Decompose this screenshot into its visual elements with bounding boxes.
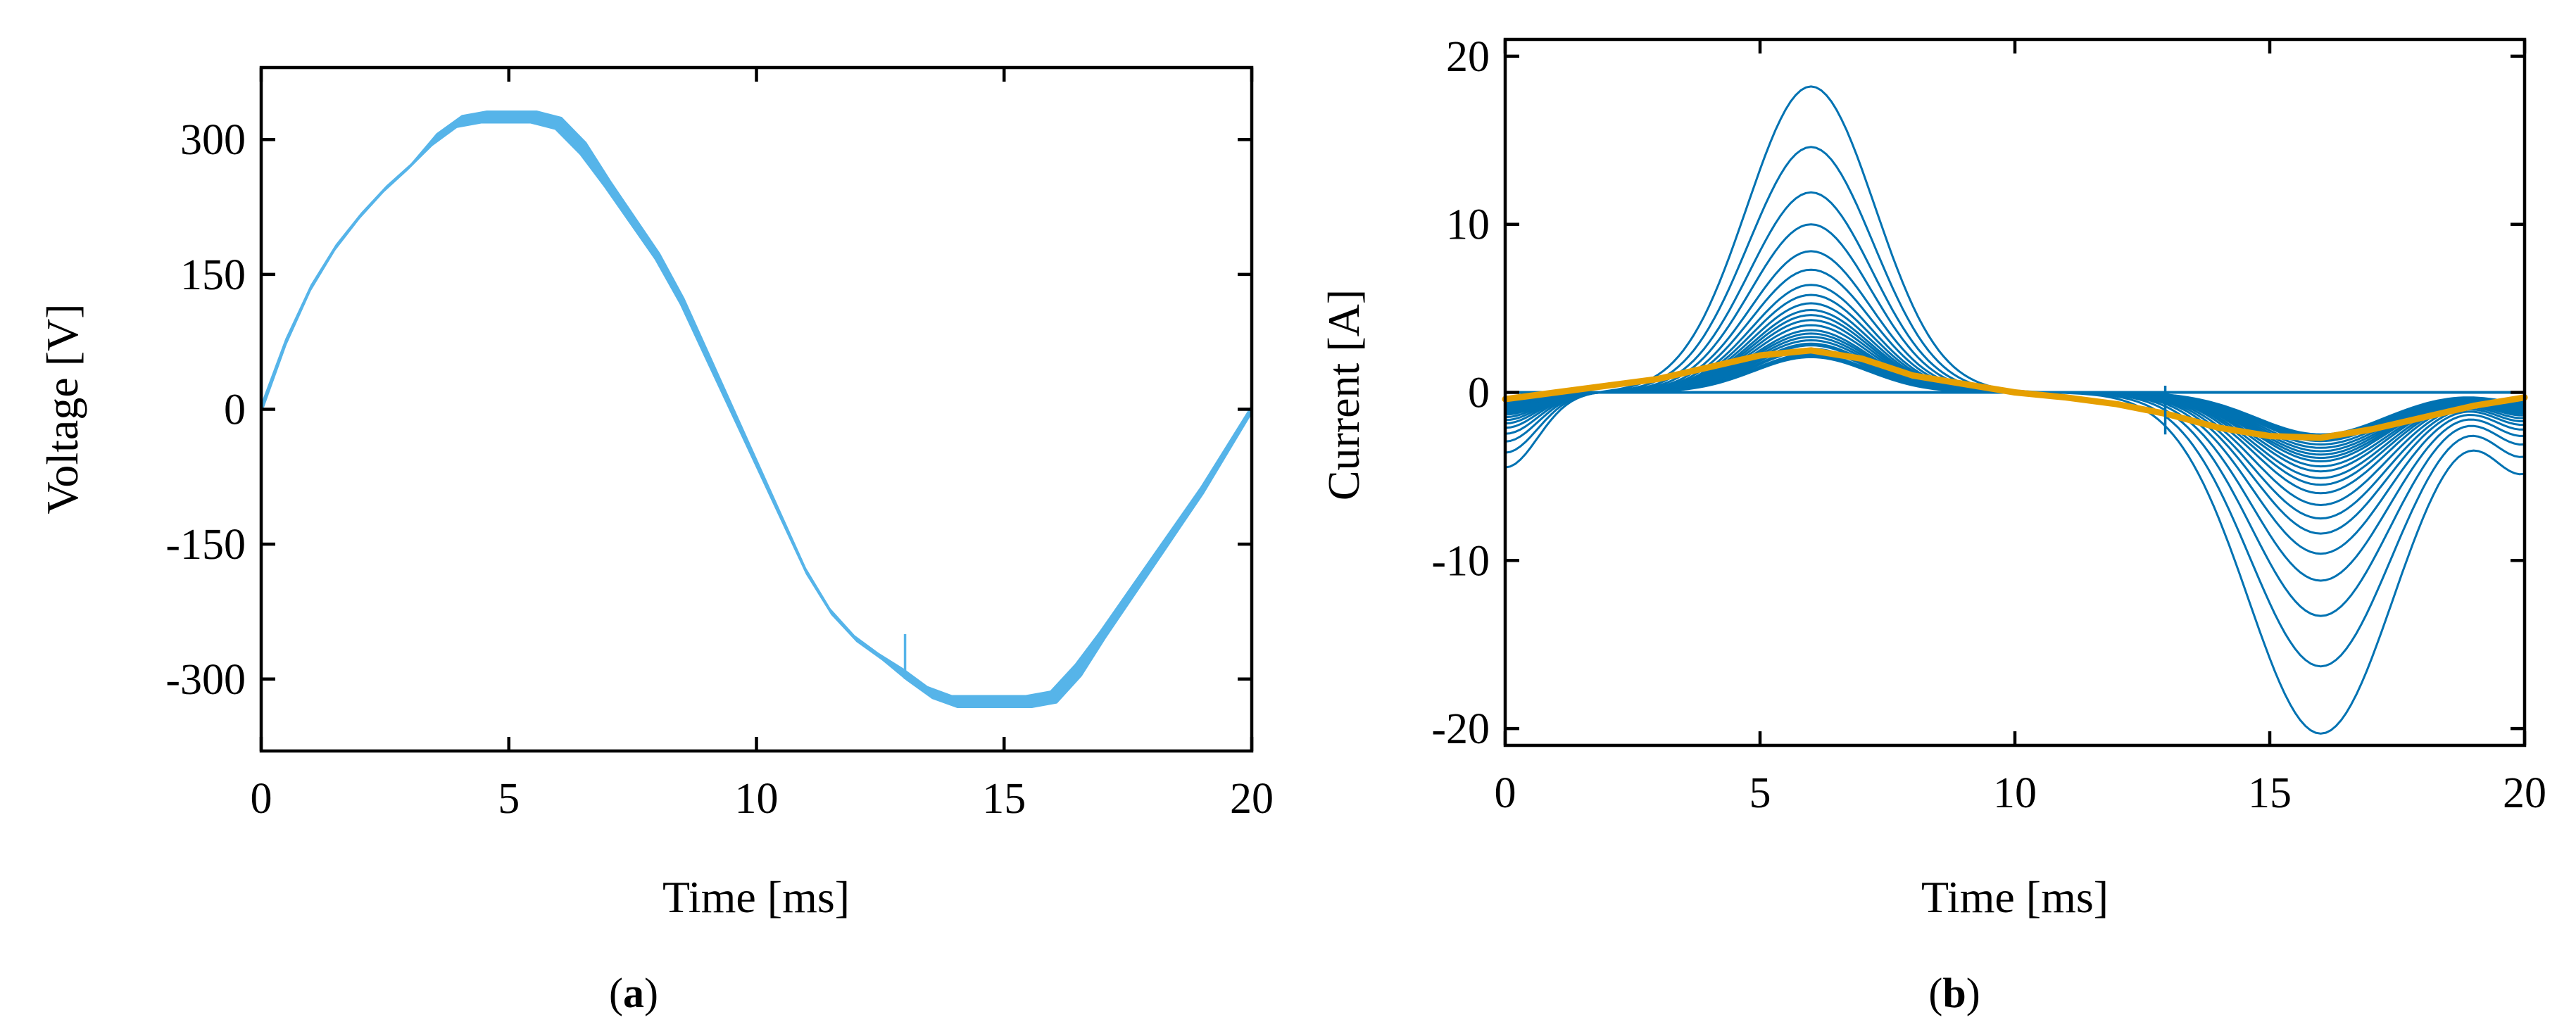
y-tick-label: -20 [1431,705,1490,753]
current-trace [1504,191,2525,617]
x-tick-label: 20 [1230,775,1274,823]
mean-current-curve [1502,347,2528,441]
y-axis-label-a: Voltage [V] [37,303,87,514]
voltage-trace [260,121,1253,708]
x-tick-labels-b: 0 5 10 15 20 [1495,769,2547,817]
x-tick-label: 5 [1749,769,1771,817]
y-tick-label: -300 [165,656,246,704]
current-traces [1504,85,2525,735]
current-trace [1504,284,2525,520]
x-axis-label-a: Time [ms] [662,872,850,922]
current-trace [1504,146,2525,668]
y-tick-label: -150 [165,521,246,569]
current-trace [1504,332,2525,460]
y-axis-label-b: Current [A] [1319,289,1369,500]
current-trace [1504,339,2525,453]
x-tick-label: 5 [498,775,520,823]
panel-b: 0 5 10 15 20 -20 -10 0 10 20 Time [ms] Current [… [1319,33,2546,1016]
y-tick-labels-b: -20 -10 0 10 20 [1431,33,1490,753]
voltage-trace [260,114,1253,702]
panel-a: 0 5 10 15 20 -300 -150 0 150 300 Time [ms] Volta… [37,65,1274,1016]
current-mean [1502,347,2528,441]
voltage-trace [260,118,1253,705]
x-tick-label: 0 [1495,769,1516,817]
voltage-trace [260,111,1253,697]
caption-a-close: ) [644,970,658,1016]
y-tick-label: 150 [180,251,246,299]
current-trace [1504,319,2525,473]
y-tick-label: -10 [1431,537,1490,585]
y-tick-label: 10 [1446,201,1490,249]
caption-b-open: ( [1928,970,1942,1016]
current-trace [1504,293,2525,506]
x-tick-label: 10 [1993,769,2037,817]
current-trace [1504,314,2525,479]
y-tick-label: 0 [1468,370,1490,417]
x-tick-label: 15 [982,775,1026,823]
voltage-trace [260,117,1253,705]
caption-a-open: ( [609,970,623,1016]
caption-a: (a) [609,970,658,1016]
caption-a-letter: a [623,970,644,1016]
current-trace [1504,309,2525,486]
x-tick-label: 20 [2503,769,2546,817]
voltage-trace [260,115,1253,702]
voltage-trace [260,113,1253,700]
voltage-trace [260,112,1253,700]
y-tick-label: 300 [180,116,246,164]
caption-b-letter: b [1942,970,1966,1016]
x-tick-label: 10 [735,775,779,823]
current-trace [1504,336,2525,456]
y-tick-labels-a: -300 -150 0 150 300 [165,116,246,704]
current-trace [1504,355,2525,436]
axis-ticks-a [259,68,1254,751]
voltage-traces [260,111,1253,708]
y-tick-label: 20 [1446,33,1490,81]
axis-ticks-b [1503,39,2527,745]
caption-b: (b) [1928,970,1980,1016]
x-tick-label: 0 [251,775,272,823]
y-tick-label: 0 [224,386,246,434]
current-trace [1504,223,2525,582]
voltage-trace [260,116,1253,703]
voltage-trace [260,120,1253,707]
current-trace [1504,302,2525,495]
plot-frame-a [259,65,1254,753]
x-tick-labels-a: 0 5 10 15 20 [251,775,1274,823]
caption-b-close: ) [1966,970,1980,1016]
current-trace [1504,85,2525,735]
voltage-trace [260,111,1253,699]
x-axis-label-b: Time [ms] [1921,872,2109,922]
x-tick-label: 15 [2248,769,2292,817]
current-trace [1504,250,2525,555]
voltage-trace [260,119,1253,707]
current-trace [1504,268,2525,535]
current-trace [1504,324,2525,468]
